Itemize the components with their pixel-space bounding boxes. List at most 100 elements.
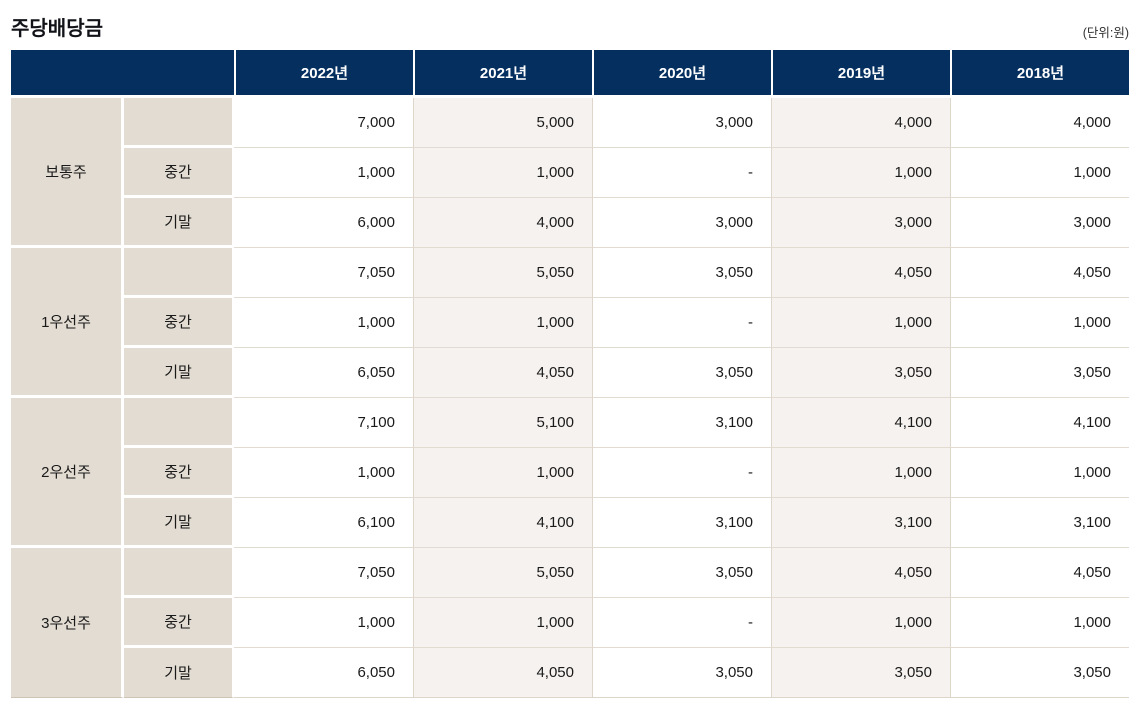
table-row: 3우선주 7,050 5,050 3,050 4,050 4,050 bbox=[11, 548, 1129, 698]
table-row: 중간 1,000 1,000-1,000 1,000 bbox=[11, 148, 1129, 198]
table-row: 2우선주 7,100 5,100 3,100 4,100 4,100 bbox=[11, 398, 1129, 548]
dividend-value-cell: 3,050 bbox=[950, 348, 1129, 398]
dividend-value-cell: 1,000 bbox=[771, 148, 950, 198]
dividend-value-cell: 4,050 bbox=[950, 248, 1129, 298]
page-title: 주당배당금 bbox=[11, 18, 103, 40]
dividend-value-cell: 4,100 bbox=[413, 498, 592, 548]
dividend-value-cell: 5,100 bbox=[413, 398, 592, 448]
dividend-value-cell: 6,050 bbox=[234, 648, 413, 698]
row-sub-label: 기말 bbox=[124, 198, 234, 248]
dividend-value-cell: 1,000 bbox=[771, 598, 950, 648]
dividend-value-cell: 1,000 bbox=[413, 448, 592, 498]
dividend-value-cell: 3,000 bbox=[950, 198, 1129, 248]
dividend-value-cell: 7,050 bbox=[234, 248, 413, 298]
row-group-label: 3우선주 bbox=[11, 548, 124, 698]
dividend-value-cell: 1,000 bbox=[413, 148, 592, 198]
table-row: 중간 1,000 1,000-1,000 1,000 bbox=[11, 448, 1129, 498]
dividend-value-cell: 3,050 bbox=[771, 648, 950, 698]
row-sub-label bbox=[124, 248, 234, 298]
table-header-band: 주당배당금 (단위:원) bbox=[11, 8, 1129, 42]
dividend-value-cell: 1,000 bbox=[950, 598, 1129, 648]
year-header-2019: 2019년 bbox=[771, 50, 950, 98]
dividend-value-cell: 3,050 bbox=[592, 348, 771, 398]
dividend-value-cell: 1,000 bbox=[771, 448, 950, 498]
dividend-value-cell: 4,000 bbox=[950, 98, 1129, 148]
dividend-value-cell: 1,000 bbox=[771, 298, 950, 348]
dividend-value-cell: - bbox=[592, 448, 771, 498]
year-header-2018: 2018년 bbox=[950, 50, 1129, 98]
dividend-value-cell: 3,000 bbox=[771, 198, 950, 248]
dividend-value-cell: 4,050 bbox=[413, 348, 592, 398]
dividend-value-cell: 3,100 bbox=[592, 398, 771, 448]
row-sub-label bbox=[124, 398, 234, 448]
dividend-value-cell: 7,050 bbox=[234, 548, 413, 598]
year-header-2021: 2021년 bbox=[413, 50, 592, 98]
dividend-value-cell: 6,050 bbox=[234, 348, 413, 398]
dividend-value-cell: 3,050 bbox=[592, 648, 771, 698]
dividend-value-cell: 3,000 bbox=[592, 198, 771, 248]
year-header-2020: 2020년 bbox=[592, 50, 771, 98]
row-sub-label: 중간 bbox=[124, 448, 234, 498]
dividend-value-cell: 6,100 bbox=[234, 498, 413, 548]
dividend-value-cell: 3,100 bbox=[950, 498, 1129, 548]
dividend-value-cell: - bbox=[592, 298, 771, 348]
row-sub-label bbox=[124, 98, 234, 148]
dividend-value-cell: 4,050 bbox=[771, 248, 950, 298]
dividend-value-cell: 1,000 bbox=[234, 598, 413, 648]
row-group-label: 1우선주 bbox=[11, 248, 124, 398]
dividend-value-cell: 4,100 bbox=[771, 398, 950, 448]
unit-label: (단위:원) bbox=[1082, 26, 1129, 40]
dividend-value-cell: 3,050 bbox=[592, 248, 771, 298]
table-row: 중간 1,000 1,000-1,000 1,000 bbox=[11, 598, 1129, 648]
table-body: 보통주 7,000 5,000 3,000 4,000 4,000 중간 1,000 1,000… bbox=[11, 98, 1129, 698]
dividend-value-cell: 3,100 bbox=[592, 498, 771, 548]
year-header-2022: 2022년 bbox=[234, 50, 413, 98]
row-sub-label: 중간 bbox=[124, 598, 234, 648]
row-group-label: 2우선주 bbox=[11, 398, 124, 548]
dividend-value-cell: 1,000 bbox=[950, 298, 1129, 348]
row-sub-label: 중간 bbox=[124, 148, 234, 198]
row-sub-label: 기말 bbox=[124, 648, 234, 698]
dividend-value-cell: 4,100 bbox=[950, 398, 1129, 448]
row-sub-label bbox=[124, 548, 234, 598]
table-row: 1우선주 7,050 5,050 3,050 4,050 4,050 bbox=[11, 248, 1129, 398]
dividend-value-cell: 4,000 bbox=[413, 198, 592, 248]
dividend-value-cell: 3,050 bbox=[950, 648, 1129, 698]
row-sub-label: 기말 bbox=[124, 498, 234, 548]
dividend-value-cell: 7,000 bbox=[234, 98, 413, 148]
dividend-value-cell: 1,000 bbox=[234, 448, 413, 498]
dividend-value-cell: 4,050 bbox=[413, 648, 592, 698]
dividend-value-cell: 7,100 bbox=[234, 398, 413, 448]
row-sub-label: 기말 bbox=[124, 348, 234, 398]
row-group-label: 보통주 bbox=[11, 98, 124, 248]
dividend-value-cell: 1,000 bbox=[950, 448, 1129, 498]
dividend-value-cell: 5,050 bbox=[413, 248, 592, 298]
dividend-value-cell: 1,000 bbox=[413, 298, 592, 348]
dividend-value-cell: - bbox=[592, 148, 771, 198]
dividend-value-cell: 5,000 bbox=[413, 98, 592, 148]
table-corner-cell bbox=[11, 50, 234, 98]
table-row: 기말 6,000 4,000 3,000 3,000 3,000 bbox=[11, 198, 1129, 248]
dividend-value-cell: 3,000 bbox=[592, 98, 771, 148]
dividend-value-cell: 3,050 bbox=[592, 548, 771, 598]
dividend-value-cell: 6,000 bbox=[234, 198, 413, 248]
dividend-value-cell: 1,000 bbox=[234, 298, 413, 348]
dividend-value-cell: 4,000 bbox=[771, 98, 950, 148]
table-row: 기말 6,050 4,050 3,050 3,050 3,050 bbox=[11, 348, 1129, 398]
table-row: 보통주 7,000 5,000 3,000 4,000 4,000 bbox=[11, 98, 1129, 248]
dividend-per-share-table: 2022년 2021년 2020년 2019년 2018년 보통주 7,000 5,… bbox=[11, 50, 1129, 698]
table-row: 중간 1,000 1,000-1,000 1,000 bbox=[11, 298, 1129, 348]
table-header-row: 2022년 2021년 2020년 2019년 2018년 bbox=[11, 50, 1129, 98]
dividend-value-cell: 3,100 bbox=[771, 498, 950, 548]
dividend-value-cell: 1,000 bbox=[413, 598, 592, 648]
row-sub-label: 중간 bbox=[124, 298, 234, 348]
dividend-value-cell: 3,050 bbox=[771, 348, 950, 398]
dividend-value-cell: 4,050 bbox=[771, 548, 950, 598]
table-row: 기말 6,050 4,050 3,050 3,050 3,050 bbox=[11, 648, 1129, 698]
dividend-value-cell: 4,050 bbox=[950, 548, 1129, 598]
table-row: 기말 6,100 4,100 3,100 3,100 3,100 bbox=[11, 498, 1129, 548]
dividend-value-cell: 5,050 bbox=[413, 548, 592, 598]
dividend-value-cell: 1,000 bbox=[950, 148, 1129, 198]
dividend-value-cell: 1,000 bbox=[234, 148, 413, 198]
